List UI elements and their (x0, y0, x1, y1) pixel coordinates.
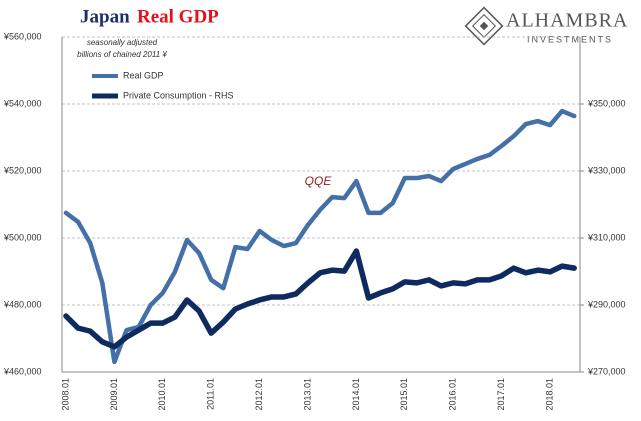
subtitle: billions of chained 2011 ¥ (77, 50, 168, 59)
logo-name: ALHAMBRA (506, 10, 628, 32)
y2-tick-label: ¥330,000 (587, 165, 626, 175)
x-tick-label: 2015.01 (399, 378, 409, 411)
y2-tick-label: ¥350,000 (587, 98, 626, 108)
y-tick-label: ¥480,000 (3, 299, 42, 309)
x-tick-label: 2011.01 (206, 378, 216, 410)
y-tick-label: ¥520,000 (3, 165, 42, 175)
x-tick-label: 2017.01 (496, 378, 506, 411)
annotation: QQE (305, 174, 333, 188)
x-tick-label: 2018.01 (544, 378, 554, 411)
x-tick-label: 2014.01 (351, 378, 361, 411)
x-tick-label: 2010.01 (157, 378, 167, 411)
y-tick-label: ¥560,000 (3, 31, 42, 41)
y-tick-label: ¥460,000 (3, 366, 42, 376)
y2-tick-label: ¥290,000 (587, 299, 626, 309)
x-tick-label: 2016.01 (448, 378, 458, 411)
logo-tagline: INVESTMENTS (527, 34, 613, 44)
x-tick-label: 2013.01 (302, 378, 312, 411)
series-line (63, 248, 577, 350)
legend-label: Private Consumption - RHS (123, 90, 234, 100)
y2-tick-label: ¥310,000 (587, 232, 626, 242)
x-tick-label: 2008.01 (60, 378, 70, 411)
logo-icon (464, 6, 504, 46)
series-line (63, 108, 577, 365)
subtitle: seasonally adjusted (87, 38, 158, 47)
chart-title-highlight: Real GDP (137, 6, 219, 27)
chart-title: Japan (80, 6, 130, 27)
x-tick-label: 2012.01 (254, 378, 264, 411)
y2-tick-label: ¥270,000 (587, 366, 626, 376)
logo: ALHAMBRA INVESTMENTS (464, 6, 628, 46)
x-tick-label: 2009.01 (109, 378, 119, 411)
legend-label: Real GDP (123, 70, 164, 80)
y-tick-label: ¥500,000 (3, 232, 42, 242)
y-tick-label: ¥540,000 (3, 98, 42, 108)
